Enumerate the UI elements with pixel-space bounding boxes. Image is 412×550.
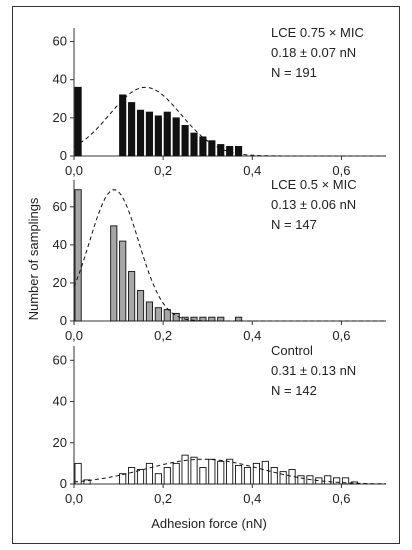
y-tick-label: 0 xyxy=(60,313,67,328)
histogram-bar xyxy=(235,316,243,322)
panel-label: Control xyxy=(271,343,313,358)
histogram-bar xyxy=(74,462,82,485)
y-tick-label: 60 xyxy=(53,34,67,49)
y-axis-title: Number of samplings xyxy=(26,197,41,320)
y-tick-label: 0 xyxy=(60,148,67,163)
histogram-bar xyxy=(217,460,225,485)
histogram-bar xyxy=(136,109,145,157)
histogram-bar xyxy=(119,94,127,157)
y-tick-label: 60 xyxy=(53,352,67,367)
histogram-bar xyxy=(74,189,82,322)
histogram-bar xyxy=(208,316,216,322)
x-tick-label: 0,2 xyxy=(154,491,172,506)
histogram-bar xyxy=(279,471,287,485)
histogram-bar xyxy=(315,477,323,485)
x-tick-label: 0,4 xyxy=(243,491,261,506)
panel-stat: 0.18 ± 0.07 nN xyxy=(271,45,356,60)
x-tick-label: 0,4 xyxy=(243,163,261,178)
histogram-bar xyxy=(190,316,198,322)
histogram-bar xyxy=(163,309,171,322)
histogram-bar xyxy=(208,458,216,485)
histogram-bar xyxy=(270,467,278,485)
y-tick-label: 40 xyxy=(53,237,67,252)
histogram-bar xyxy=(119,240,127,322)
histogram-bar xyxy=(136,290,145,322)
histogram-bar xyxy=(181,125,189,157)
y-tick-label: 20 xyxy=(53,110,67,125)
histogram-bar xyxy=(172,462,180,485)
histogram-bar xyxy=(163,111,171,157)
histogram-bar xyxy=(235,464,243,485)
y-tick-label: 60 xyxy=(53,199,67,214)
x-tick-label: 0,6 xyxy=(332,491,350,506)
histogram-bar xyxy=(226,458,234,485)
normal-fit-curve xyxy=(73,86,386,157)
histogram-bar xyxy=(110,225,118,322)
histogram-bar xyxy=(145,301,154,322)
histogram-bar xyxy=(243,467,252,485)
histogram-bar xyxy=(235,146,243,157)
histogram-bar xyxy=(333,477,341,485)
histogram-bar xyxy=(297,475,305,485)
histogram-bar xyxy=(163,467,171,485)
histogram-bar xyxy=(217,316,225,322)
panel-label: LCE 0.75 × MIC xyxy=(271,25,364,40)
y-tick-label: 40 xyxy=(53,394,67,409)
histogram-bar xyxy=(136,469,145,485)
histogram-bar xyxy=(74,86,82,157)
normal-fit-curve xyxy=(73,458,386,485)
x-tick-label: 0,4 xyxy=(243,328,261,343)
panel-stat: 0.31 ± 0.13 nN xyxy=(271,363,356,378)
histogram-bar xyxy=(199,316,207,322)
histogram-bar xyxy=(324,475,332,485)
histogram-bar xyxy=(154,307,162,322)
histogram-bar xyxy=(199,467,207,485)
histogram-bar xyxy=(226,146,234,157)
x-tick-label: 0,2 xyxy=(154,163,172,178)
x-tick-label: 0,0 xyxy=(65,491,83,506)
x-axis-title: Adhesion force (nN) xyxy=(151,516,267,531)
panel-n: N = 191 xyxy=(271,65,317,80)
histogram-bar xyxy=(145,111,154,157)
histogram-bar xyxy=(190,132,198,157)
y-tick-label: 0 xyxy=(60,476,67,491)
histogram-bar xyxy=(154,473,162,485)
panel-stat: 0.13 ± 0.06 nN xyxy=(271,197,356,212)
y-tick-label: 20 xyxy=(53,435,67,450)
x-tick-label: 0,0 xyxy=(65,328,83,343)
panel-n: N = 142 xyxy=(271,383,317,398)
histogram-bar xyxy=(128,271,136,322)
panel-n: N = 147 xyxy=(271,217,317,232)
histogram-bar xyxy=(199,136,207,157)
y-tick-label: 40 xyxy=(53,72,67,87)
histogram-bar xyxy=(128,102,136,157)
histogram-bar xyxy=(252,462,260,485)
x-tick-label: 0,2 xyxy=(154,328,172,343)
histogram-bar xyxy=(217,144,225,157)
figure-frame xyxy=(12,6,400,544)
x-tick-label: 0,0 xyxy=(65,163,83,178)
histogram-bar xyxy=(208,140,216,157)
panel-1: 0 20 40 60 0,0 0,2 0,4 0,6 LCE 0.75 × MIC 0.18 ± … xyxy=(53,25,386,178)
x-tick-label: 0,6 xyxy=(332,163,350,178)
histogram-bar xyxy=(190,456,198,485)
panel-label: LCE 0.5 × MIC xyxy=(271,177,357,192)
histogram-bar xyxy=(154,115,162,157)
histogram-bar xyxy=(83,479,91,485)
histogram-bar xyxy=(341,477,350,485)
histogram-bar xyxy=(119,473,127,485)
histogram-bar xyxy=(261,460,269,485)
normal-fit-curve xyxy=(73,189,386,322)
histogram-bar xyxy=(128,467,136,485)
histogram-bar xyxy=(145,462,154,485)
panel-2: 0 20 40 60 0,0 0,2 0,4 0,6 LCE 0.5 × MIC 0.13 ± 0… xyxy=(53,177,386,343)
panel-3: 0 20 40 60 0,0 0,2 0,4 0,6 Control 0.31 ± 0.13 nN… xyxy=(53,343,386,506)
x-tick-label: 0,6 xyxy=(332,328,350,343)
histogram-bar xyxy=(172,117,180,157)
histogram-bar xyxy=(181,454,189,485)
y-tick-label: 20 xyxy=(53,275,67,290)
